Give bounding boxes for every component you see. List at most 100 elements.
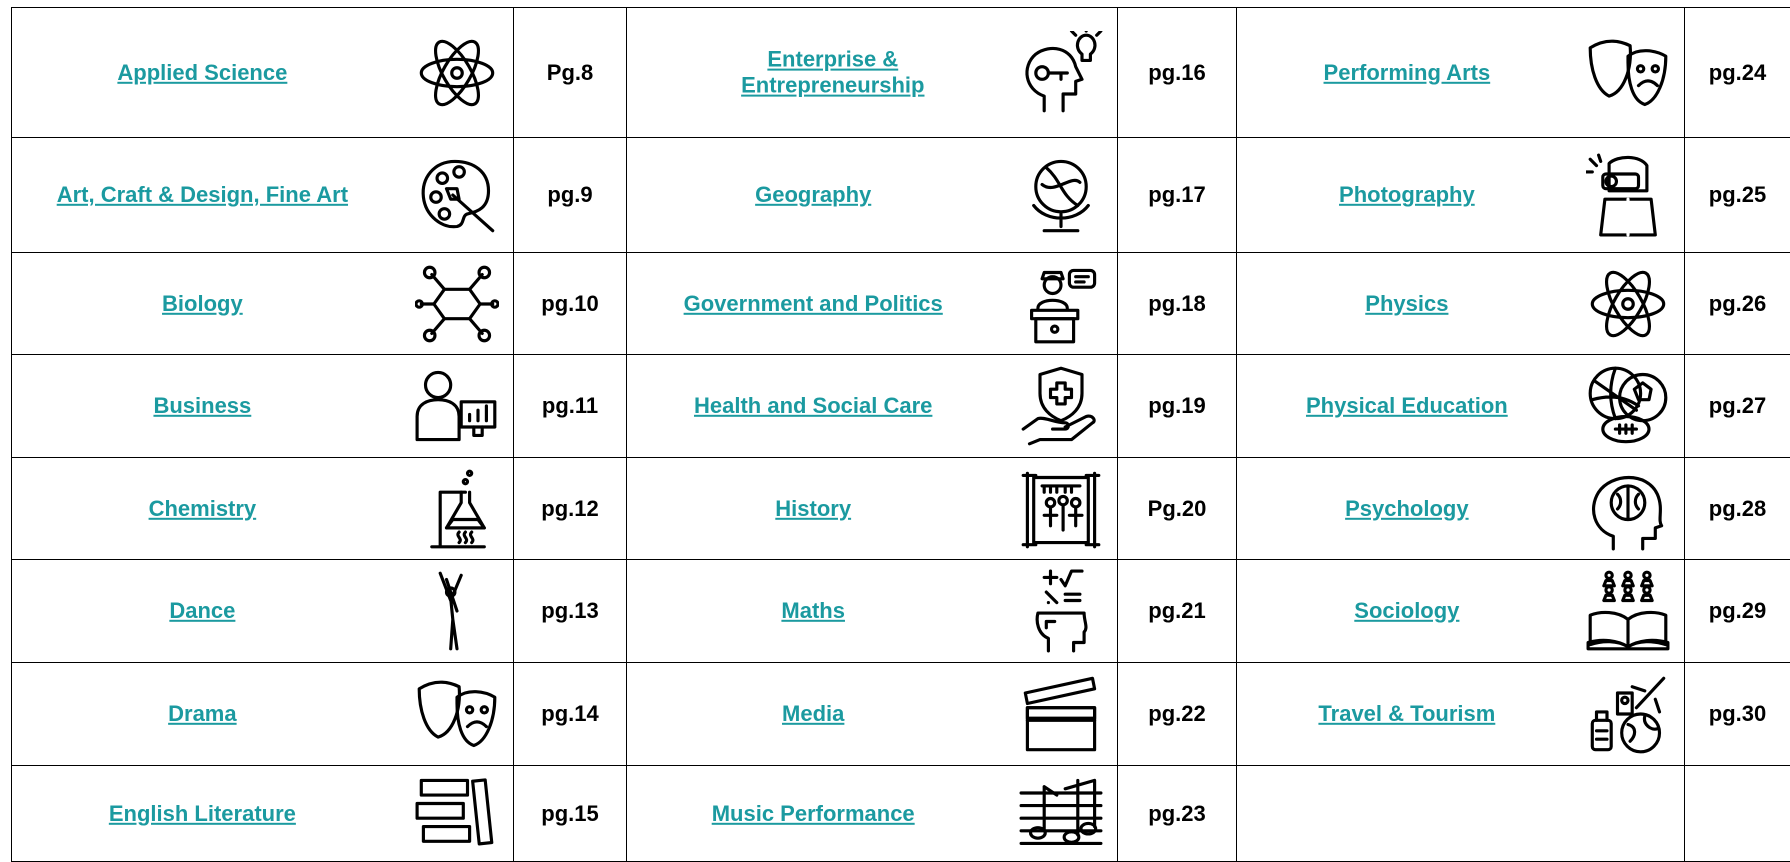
subject-cell: English Literature <box>11 765 514 862</box>
page-cell: pg.30 <box>1684 662 1790 766</box>
subject-icon <box>1032 159 1090 233</box>
page-cell: pg.10 <box>513 252 627 355</box>
subject-link[interactable]: Drama <box>168 700 237 726</box>
page-cell: pg.28 <box>1684 457 1790 560</box>
page-cell: pg.15 <box>513 765 627 862</box>
subject-icon <box>1035 569 1088 653</box>
subject-icon <box>421 159 495 233</box>
subject-icon <box>1030 268 1097 343</box>
page-cell: pg.24 <box>1684 7 1790 138</box>
page-cell: pg.12 <box>513 457 627 560</box>
table-row: Chemistry pg.12 History Pg.20 Psychology pg.2… <box>11 457 1790 560</box>
subject-link[interactable]: Government and Politics <box>683 290 943 316</box>
subject-icon <box>1021 366 1096 446</box>
page-cell: pg.18 <box>1117 252 1237 355</box>
page-cell: pg.9 <box>513 137 627 253</box>
subject-icon <box>1591 475 1664 550</box>
subject-icon <box>430 469 486 548</box>
page-number: pg.13 <box>541 598 599 623</box>
subject-link[interactable]: Photography <box>1339 181 1475 207</box>
subject-link[interactable]: English Literature <box>108 800 296 826</box>
page-number: pg.14 <box>541 701 599 726</box>
subject-icon <box>1586 153 1657 237</box>
page-cell: pg.11 <box>513 354 627 458</box>
page-cell: pg.17 <box>1117 137 1237 253</box>
subject-link[interactable]: Music Performance <box>711 800 915 826</box>
subject-link[interactable]: Maths <box>781 597 845 623</box>
page-cell: pg.22 <box>1117 662 1237 766</box>
page-cell: pg.23 <box>1117 765 1237 862</box>
subject-link[interactable]: Applied Science <box>117 59 288 85</box>
table-row: Drama pg.14 Media pg.22 Travel & Tourism pg.3… <box>11 662 1790 766</box>
subject-cell: Business <box>11 354 514 458</box>
subject-link[interactable]: Chemistry <box>148 495 257 521</box>
subject-cell: Performing Arts <box>1236 7 1685 138</box>
subject-cell: Enterprise & Entrepreneurship <box>626 7 1118 138</box>
subject-icon <box>417 680 497 748</box>
subject-cell: History <box>626 457 1118 560</box>
subject-icon <box>438 571 463 651</box>
subject-cell: Psychology <box>1236 457 1685 560</box>
table-row: Applied Science Pg.8 Enterprise & Entrepre… <box>11 7 1790 138</box>
subject-link[interactable]: Geography <box>755 181 872 207</box>
subject-link[interactable]: Enterprise & Entrepreneurship <box>741 46 925 98</box>
subject-link[interactable]: Media <box>782 700 845 726</box>
page-number: pg.9 <box>547 182 593 207</box>
subject-icon <box>1023 676 1097 752</box>
table-row: Biology pg.10 Government and Politics pg.18… <box>11 252 1790 355</box>
subject-link[interactable]: Biology <box>162 290 243 316</box>
subject-link[interactable]: Psychology <box>1345 495 1469 521</box>
subject-icon <box>419 33 495 112</box>
subject-table: Applied Science Pg.8 Enterprise & Entrepre… <box>11 7 1790 862</box>
page-number: pg.26 <box>1708 290 1767 316</box>
page-cell: Pg.20 <box>1117 457 1237 560</box>
subject-cell: Biology <box>11 252 514 355</box>
subject-link[interactable]: Dance <box>169 597 236 623</box>
page-number: pg.17 <box>1148 182 1206 207</box>
page-cell: pg.26 <box>1684 252 1790 355</box>
subject-cell: Government and Politics <box>626 252 1118 355</box>
page-cell: pg.27 <box>1684 354 1790 458</box>
subject-icon <box>1021 471 1101 548</box>
subject-cell: Art, Craft & Design, Fine Art <box>11 137 514 253</box>
subject-link[interactable]: Sociology <box>1354 597 1460 623</box>
subject-cell <box>1236 765 1685 862</box>
subject-icon <box>415 370 497 442</box>
table-row: English Literature pg.15 Music Performance… <box>11 765 1790 862</box>
subject-cell: Photography <box>1236 137 1685 253</box>
table-row: Art, Craft & Design, Fine Art pg.9 Geograp… <box>11 137 1790 253</box>
page-number: Pg.8 <box>546 59 594 85</box>
subject-cell: Travel & Tourism <box>1236 662 1685 766</box>
subject-cell: Media <box>626 662 1118 766</box>
subject-link[interactable]: History <box>775 495 852 521</box>
page-number: pg.28 <box>1708 495 1767 521</box>
page-number: pg.25 <box>1708 182 1767 207</box>
page-number: pg.22 <box>1148 701 1206 726</box>
subject-icon <box>415 777 494 845</box>
page-cell: pg.19 <box>1117 354 1237 458</box>
page-number: pg.29 <box>1708 598 1767 623</box>
page-cell: pg.29 <box>1684 559 1790 663</box>
subject-link[interactable]: Health and Social Care <box>693 392 933 418</box>
page-number: pg.30 <box>1708 701 1767 726</box>
subject-link[interactable]: Business <box>153 392 252 418</box>
subject-cell: Geography <box>626 137 1118 253</box>
subject-link[interactable]: Physical Education <box>1305 392 1508 418</box>
page-number: Pg.20 <box>1147 495 1207 521</box>
subject-link[interactable]: Performing Arts <box>1323 59 1491 85</box>
subject-icon <box>1025 30 1103 112</box>
subject-cell: Physics <box>1236 252 1685 355</box>
subject-icon <box>1588 39 1668 106</box>
page-number: pg.12 <box>541 495 599 521</box>
subject-link[interactable]: Travel & Tourism <box>1318 700 1496 726</box>
page-number: pg.21 <box>1148 598 1206 623</box>
subject-link[interactable]: Art, Craft & Design, Fine Art <box>56 181 349 207</box>
page-cell: pg.21 <box>1117 559 1237 663</box>
page-cell: pg.25 <box>1684 137 1790 253</box>
page-number: pg.24 <box>1708 59 1767 85</box>
subject-link[interactable]: Physics <box>1365 290 1449 316</box>
table-row: Business pg.11 Health and Social Care pg.19… <box>11 354 1790 458</box>
page-cell: Pg.8 <box>513 7 627 138</box>
subject-cell: Drama <box>11 662 514 766</box>
